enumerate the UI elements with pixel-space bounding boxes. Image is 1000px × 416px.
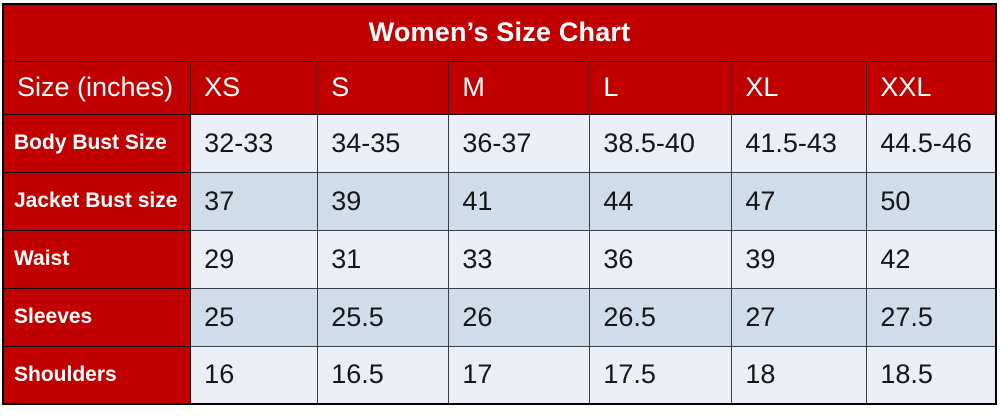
size-value-cell: 36-37 (448, 113, 591, 173)
size-value-cell: 34-35 (317, 113, 450, 173)
size-value-cell: 39 (317, 171, 450, 231)
table-row-body-bust-size: Body Bust Size 32-33 34-35 36-37 38.5-40… (2, 113, 997, 173)
size-value-cell: 17 (448, 345, 591, 405)
column-header-row: Size (inches) XS S M L XL XXL (2, 60, 997, 115)
column-header-s: S (317, 60, 450, 115)
size-value-cell: 18 (731, 345, 868, 405)
row-label: Sleeves (2, 287, 192, 347)
size-value-cell: 39 (731, 229, 868, 289)
size-value-cell: 41.5-43 (731, 113, 868, 173)
table-row-shoulders: Shoulders 16 16.5 17 17.5 18 18.5 (2, 345, 997, 405)
size-value-cell: 25.5 (317, 287, 450, 347)
size-value-cell: 27 (731, 287, 868, 347)
row-label: Body Bust Size (2, 113, 192, 173)
table-row-sleeves: Sleeves 25 25.5 26 26.5 27 27.5 (2, 287, 997, 347)
column-header-m: M (448, 60, 591, 115)
row-label: Waist (2, 229, 192, 289)
size-chart-container: Women’s Size Chart Size (inches) XS S M … (2, 3, 997, 405)
size-value-cell: 41 (448, 171, 591, 231)
size-value-cell: 17.5 (589, 345, 733, 405)
table-row-waist: Waist 29 31 33 36 39 42 (2, 229, 997, 289)
size-value-cell: 29 (190, 229, 319, 289)
size-value-cell: 47 (731, 171, 868, 231)
column-header-l: L (589, 60, 733, 115)
row-label: Jacket Bust size (2, 171, 192, 231)
size-value-cell: 16.5 (317, 345, 450, 405)
size-value-cell: 36 (589, 229, 733, 289)
row-label: Shoulders (2, 345, 192, 405)
size-value-cell: 18.5 (866, 345, 997, 405)
size-value-cell: 26.5 (589, 287, 733, 347)
column-header-xs: XS (190, 60, 319, 115)
size-value-cell: 42 (866, 229, 997, 289)
column-header-xxl: XXL (866, 60, 997, 115)
size-value-cell: 26 (448, 287, 591, 347)
size-value-cell: 27.5 (866, 287, 997, 347)
size-value-cell: 38.5-40 (589, 113, 733, 173)
size-value-cell: 31 (317, 229, 450, 289)
size-value-cell: 37 (190, 171, 319, 231)
size-value-cell: 32-33 (190, 113, 319, 173)
size-value-cell: 25 (190, 287, 319, 347)
size-value-cell: 16 (190, 345, 319, 405)
table-row-jacket-bust-size: Jacket Bust size 37 39 41 44 47 50 (2, 171, 997, 231)
size-value-cell: 44.5-46 (866, 113, 997, 173)
column-header-xl: XL (731, 60, 868, 115)
chart-title: Women’s Size Chart (2, 3, 997, 62)
womens-size-chart-table: Women’s Size Chart Size (inches) XS S M … (2, 3, 997, 405)
title-row: Women’s Size Chart (2, 3, 997, 62)
corner-header-size-inches: Size (inches) (2, 60, 192, 115)
size-value-cell: 50 (866, 171, 997, 231)
size-value-cell: 33 (448, 229, 591, 289)
size-value-cell: 44 (589, 171, 733, 231)
